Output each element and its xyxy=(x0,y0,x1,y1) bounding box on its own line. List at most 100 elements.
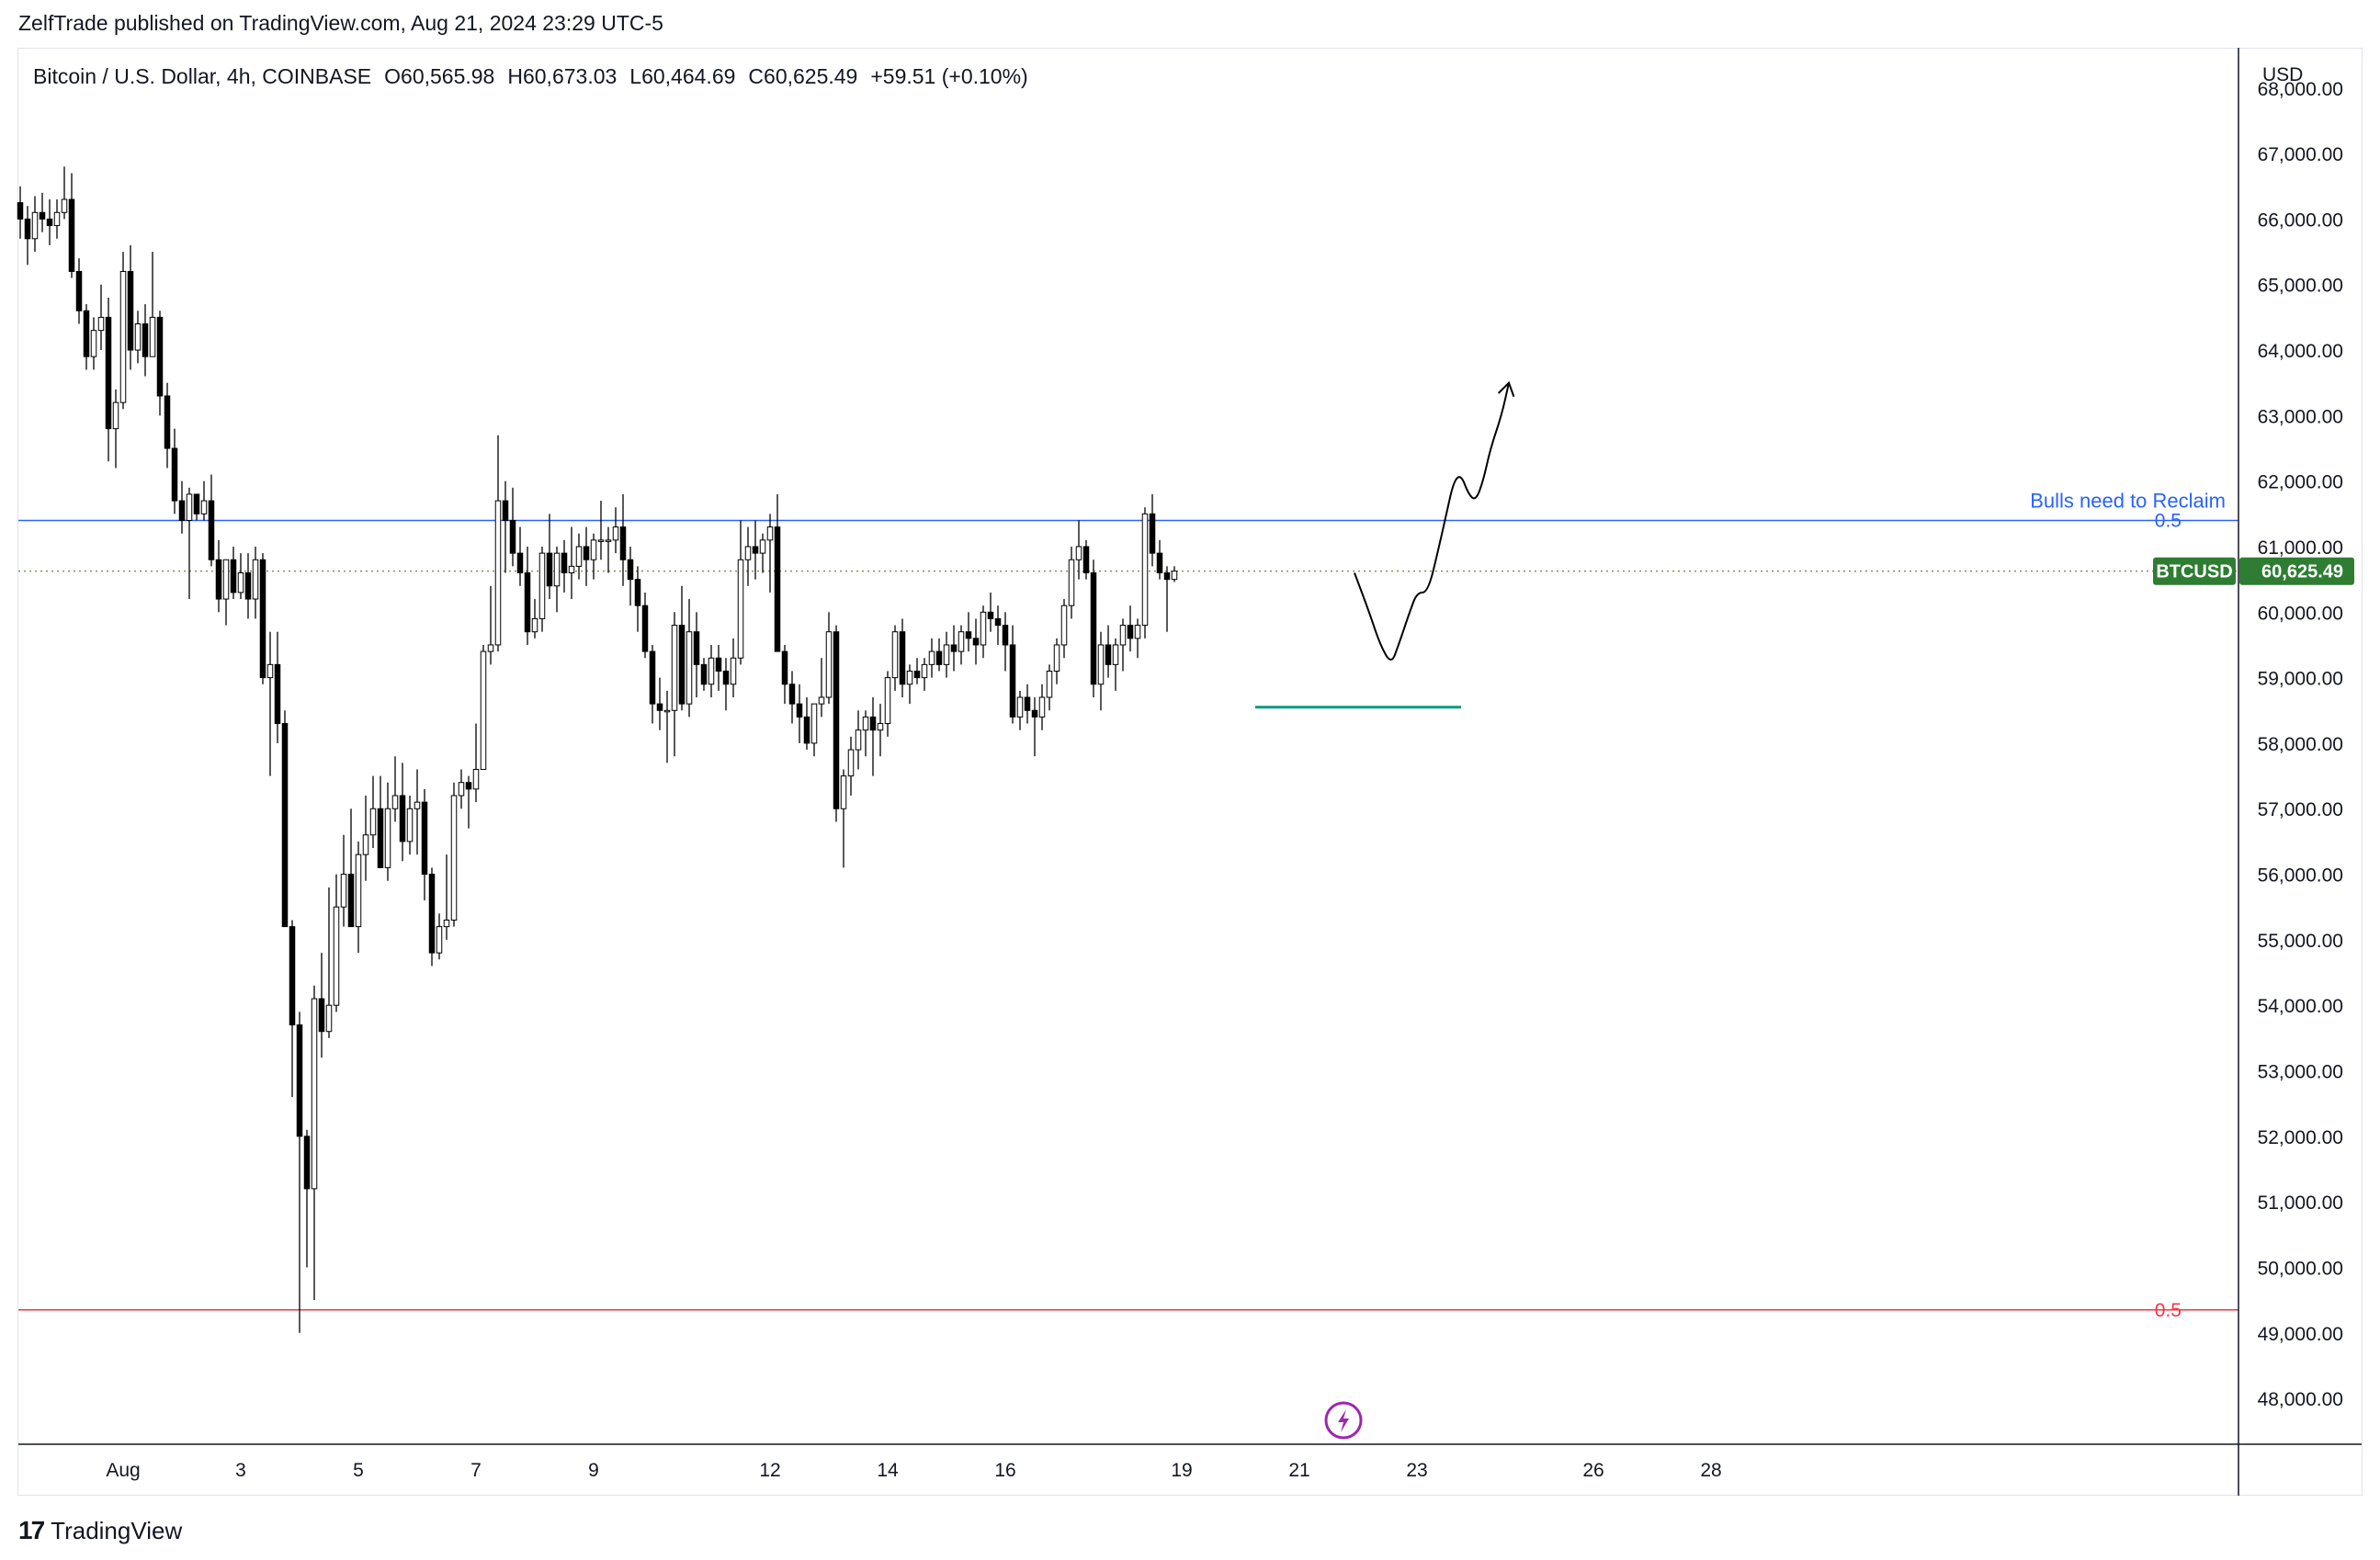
candle[interactable] xyxy=(847,736,855,796)
candle[interactable] xyxy=(1141,507,1149,639)
candle[interactable] xyxy=(237,553,244,600)
candle[interactable] xyxy=(61,166,68,220)
candle[interactable] xyxy=(465,775,472,829)
candle[interactable] xyxy=(935,638,943,672)
candle[interactable] xyxy=(31,196,39,253)
candle[interactable] xyxy=(722,658,730,711)
candle[interactable] xyxy=(274,631,281,743)
candle[interactable] xyxy=(39,192,46,232)
candle[interactable] xyxy=(1068,546,1075,619)
currency-label[interactable]: USD xyxy=(2262,64,2304,85)
candle[interactable] xyxy=(480,644,487,770)
candle[interactable] xyxy=(178,480,186,534)
candle[interactable] xyxy=(759,533,766,573)
candle[interactable] xyxy=(1060,599,1068,659)
candle[interactable] xyxy=(752,520,759,580)
candle[interactable] xyxy=(627,546,634,606)
candle[interactable] xyxy=(965,612,972,652)
candle[interactable] xyxy=(1119,618,1127,672)
candle[interactable] xyxy=(1097,631,1105,711)
candle[interactable] xyxy=(1105,625,1112,678)
candle[interactable] xyxy=(436,913,443,960)
candle[interactable] xyxy=(303,1129,311,1268)
tradingview-footer[interactable]: 17 TradingView xyxy=(18,1516,182,1545)
candle[interactable] xyxy=(391,756,399,822)
candle[interactable] xyxy=(24,206,31,266)
candle[interactable] xyxy=(230,546,237,600)
candle[interactable] xyxy=(1127,605,1134,652)
candle[interactable] xyxy=(693,612,700,698)
candle[interactable] xyxy=(906,664,913,705)
candle[interactable] xyxy=(494,435,502,652)
candle[interactable] xyxy=(171,428,178,514)
candle[interactable] xyxy=(325,887,333,1038)
candle[interactable] xyxy=(333,874,340,1012)
candle[interactable] xyxy=(1090,560,1097,698)
candle[interactable] xyxy=(686,599,693,718)
candle[interactable] xyxy=(127,244,134,370)
candle[interactable] xyxy=(222,559,230,626)
candle[interactable] xyxy=(186,487,193,600)
candle[interactable] xyxy=(671,612,678,757)
candle[interactable] xyxy=(678,585,686,711)
chart-frame[interactable] xyxy=(17,48,2363,1496)
candle[interactable] xyxy=(406,795,414,855)
candle[interactable] xyxy=(428,867,436,967)
candle[interactable] xyxy=(538,546,546,632)
candle[interactable] xyxy=(884,671,891,737)
candle[interactable] xyxy=(193,493,200,521)
candle[interactable] xyxy=(1016,690,1024,730)
candle[interactable] xyxy=(164,382,171,469)
candle[interactable] xyxy=(788,671,796,724)
candle[interactable] xyxy=(83,304,90,370)
candle[interactable] xyxy=(90,317,97,370)
ticker-badge[interactable] xyxy=(2153,557,2236,585)
candle[interactable] xyxy=(531,599,538,639)
candle[interactable] xyxy=(943,631,950,678)
candle[interactable] xyxy=(766,514,774,593)
candle[interactable] xyxy=(1171,566,1178,582)
candle[interactable] xyxy=(450,782,458,927)
candle[interactable] xyxy=(862,710,869,757)
candle[interactable] xyxy=(575,533,583,580)
candle[interactable] xyxy=(663,690,671,763)
legend-symbol[interactable]: Bitcoin / U.S. Dollar, 4h, COINBASE xyxy=(33,64,372,88)
candle[interactable] xyxy=(561,539,568,593)
candle[interactable] xyxy=(899,618,906,698)
candle[interactable] xyxy=(1046,664,1053,711)
candle[interactable] xyxy=(1002,612,1009,672)
candle[interactable] xyxy=(950,625,958,672)
candle[interactable] xyxy=(97,284,105,351)
candle[interactable] xyxy=(1134,618,1141,659)
candle[interactable] xyxy=(568,526,575,600)
symbol-legend[interactable]: Bitcoin / U.S. Dollar, 4h, COINBASE O60,5… xyxy=(33,64,1041,89)
candle[interactable] xyxy=(340,834,347,927)
candle[interactable] xyxy=(619,493,627,586)
candle[interactable] xyxy=(281,710,289,928)
candle[interactable] xyxy=(524,546,531,645)
candle[interactable] xyxy=(913,658,921,684)
candle[interactable] xyxy=(737,520,744,665)
candle[interactable] xyxy=(781,644,788,705)
candle[interactable] xyxy=(730,638,737,698)
candle[interactable] xyxy=(502,480,509,573)
candle[interactable] xyxy=(384,782,391,881)
candle[interactable] xyxy=(487,585,494,665)
candle[interactable] xyxy=(266,631,274,776)
candle[interactable] xyxy=(840,769,847,868)
candle[interactable] xyxy=(855,710,862,770)
candle[interactable] xyxy=(296,1012,303,1333)
candle[interactable] xyxy=(119,252,127,410)
candle[interactable] xyxy=(105,297,112,462)
candle[interactable] xyxy=(891,625,899,691)
candle[interactable] xyxy=(134,311,142,364)
candle[interactable] xyxy=(1024,684,1031,724)
candle[interactable] xyxy=(825,612,833,705)
candle[interactable] xyxy=(833,625,840,822)
candle[interactable] xyxy=(803,697,810,751)
candle[interactable] xyxy=(987,592,994,632)
candle[interactable] xyxy=(112,389,119,469)
candle[interactable] xyxy=(149,252,156,357)
candle[interactable] xyxy=(311,985,318,1301)
